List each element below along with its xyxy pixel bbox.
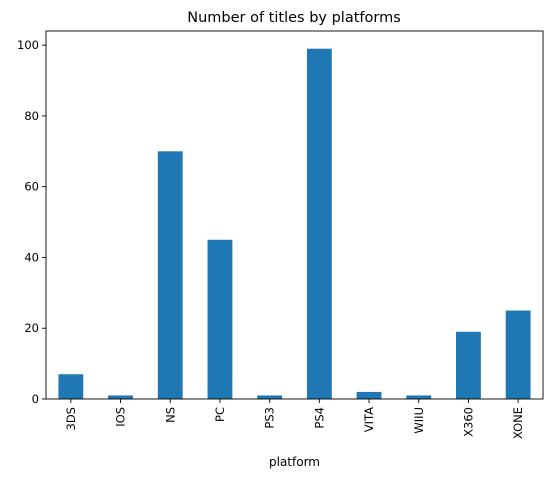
x-tick-label: X360 bbox=[461, 407, 475, 437]
y-tick-label: 60 bbox=[24, 180, 39, 194]
y-tick-label: 20 bbox=[24, 321, 39, 335]
bar-ps4 bbox=[306, 48, 332, 399]
x-tick-label: PC bbox=[213, 407, 227, 422]
y-axis: 0 20 40 60 80 100 bbox=[17, 38, 46, 406]
x-tick-label: IOS bbox=[114, 407, 128, 427]
chart-title: Number of titles by platforms bbox=[187, 10, 401, 26]
bars-group bbox=[58, 48, 531, 399]
bar-wiiu bbox=[406, 395, 432, 399]
plot-frame bbox=[45, 30, 544, 400]
bar-xone bbox=[505, 310, 531, 399]
x-tick-label: WIIU bbox=[412, 407, 426, 434]
y-tick-label: 0 bbox=[32, 392, 39, 406]
x-tick-label: XONE bbox=[511, 407, 525, 439]
x-tick-label: NS bbox=[163, 407, 177, 423]
x-tick-label: PS4 bbox=[312, 407, 326, 429]
x-axis: 3DS IOS NS PC PS3 PS4 VITA WIIU X360 XONE bbox=[64, 399, 525, 439]
bar-x360 bbox=[456, 331, 481, 399]
bar-ios bbox=[108, 395, 133, 399]
y-tick-label: 100 bbox=[17, 38, 39, 52]
x-tick-label: 3DS bbox=[64, 407, 78, 430]
y-tick-label: 40 bbox=[24, 250, 39, 264]
bar-ns bbox=[157, 151, 183, 399]
x-tick-label: PS3 bbox=[263, 407, 277, 429]
bar-vita bbox=[356, 391, 382, 399]
bar-ps3 bbox=[257, 395, 283, 399]
y-tick-label: 80 bbox=[24, 109, 39, 123]
bar-3ds bbox=[58, 374, 84, 399]
x-axis-label: platform bbox=[269, 455, 320, 469]
x-tick-label: VITA bbox=[362, 407, 376, 432]
bar-pc bbox=[207, 239, 233, 399]
